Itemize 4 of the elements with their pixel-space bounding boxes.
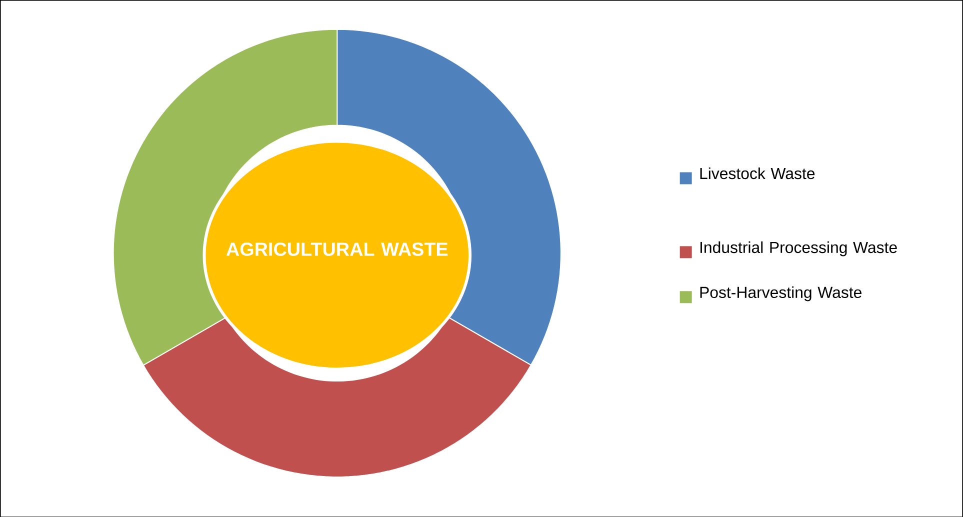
- legend-label: Livestock Waste: [700, 167, 815, 179]
- text: AGRICULTURAL WASTE: [226, 242, 448, 256]
- legend-label: Industrial Processing Waste: [700, 241, 897, 256]
- legend-label: Post-Harvesting Waste: [700, 286, 862, 302]
